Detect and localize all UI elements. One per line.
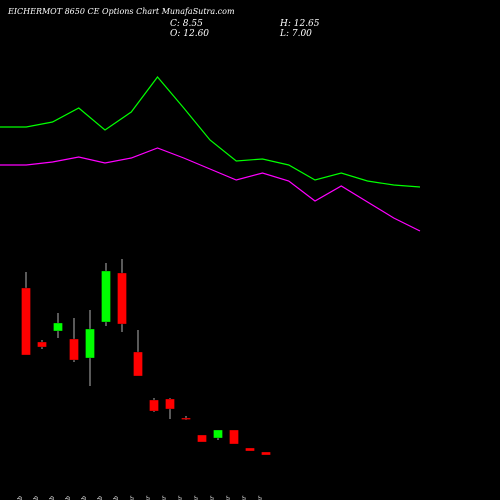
x-tick-label: 19 Feb: [17, 496, 24, 500]
candle-body: [261, 451, 271, 456]
x-tick-label: 04 Mar: [145, 495, 152, 500]
candle-body: [149, 399, 159, 412]
indicator-line: [0, 76, 421, 188]
indicator-line: [0, 147, 421, 232]
x-tick-label: 23 Feb: [49, 496, 56, 500]
low-label: L: 7.00: [279, 29, 312, 39]
x-tick-label: 13 Mar: [257, 495, 264, 500]
candle-body: [181, 417, 191, 420]
candle-body: [229, 429, 239, 445]
candle-body: [53, 322, 63, 332]
x-tick-label: 06 Mar: [177, 495, 184, 500]
x-tick-label: 10 Mar: [209, 495, 216, 500]
x-tick-label: 11 Mar: [225, 495, 232, 500]
candle-body: [69, 338, 79, 361]
candle-body: [245, 447, 255, 452]
x-tick-label: 12 Mar: [241, 495, 248, 500]
candle-body: [133, 351, 143, 377]
x-tick-label: 26 Feb: [97, 496, 104, 500]
candle-body: [37, 341, 47, 348]
x-tick-label: 24 Feb: [65, 496, 72, 500]
x-tick-label: 09 Mar: [193, 495, 200, 500]
candle-body: [101, 270, 111, 323]
candle-body: [85, 328, 95, 359]
high-label: H: 12.65: [279, 19, 320, 29]
x-tick-label: 20 Feb: [33, 496, 40, 500]
candle-body: [21, 287, 31, 356]
x-tick-label: 27 Feb: [113, 496, 120, 500]
candle-body: [213, 429, 223, 439]
close-label: C: 8.55: [170, 19, 203, 29]
x-tick-label: 02 Mar: [129, 495, 136, 500]
open-label: O: 12.60: [170, 29, 209, 39]
x-tick-label: 25 Feb: [81, 496, 88, 500]
candle-body: [197, 434, 207, 443]
chart-title: EICHERMOT 8650 CE Options Chart MunafaSu…: [7, 7, 235, 16]
candle-body: [165, 398, 175, 410]
x-tick-label: 05 Mar: [161, 495, 168, 500]
candle-body: [117, 272, 127, 325]
